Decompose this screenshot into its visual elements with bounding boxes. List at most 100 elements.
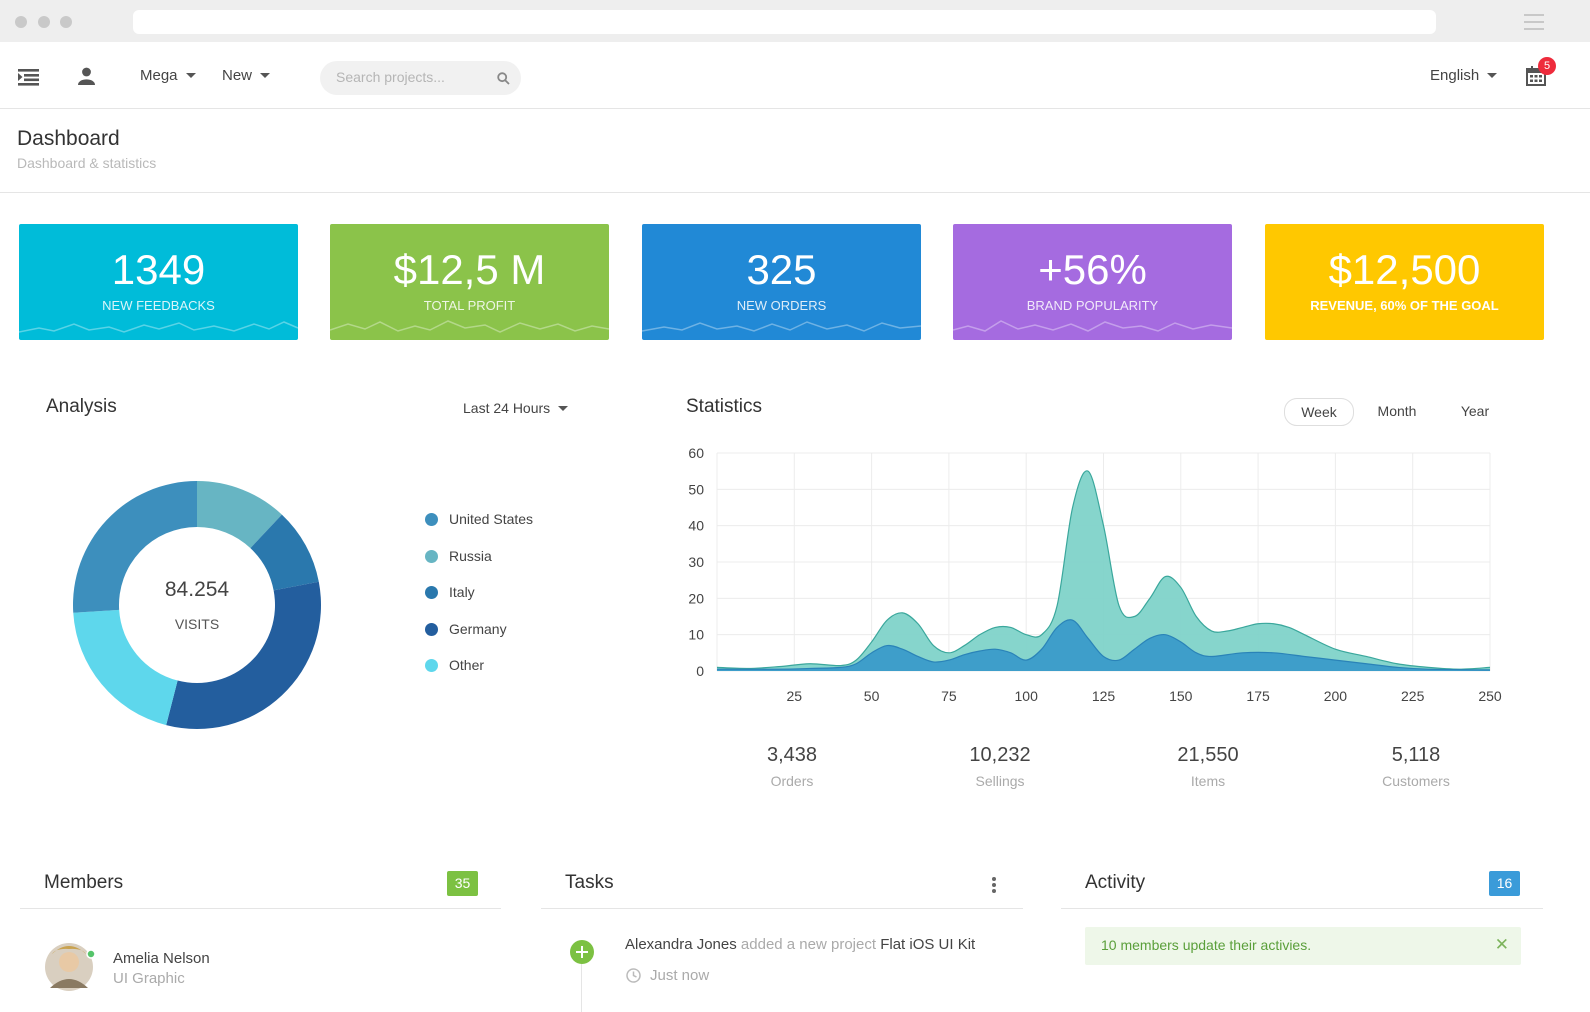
activity-title: Activity [1085, 872, 1146, 893]
y-tick-label: 0 [696, 663, 704, 679]
search-box [320, 61, 521, 95]
stat-label: Revenue, 60% of the goal [1310, 298, 1499, 313]
x-tick-label: 175 [1246, 688, 1270, 704]
close-icon[interactable]: ✕ [1494, 935, 1509, 954]
y-tick-label: 10 [688, 627, 704, 643]
mega-menu-label: Mega [140, 67, 178, 84]
page-header: Dashboard Dashboard & statistics [0, 109, 1590, 193]
new-menu-dropdown[interactable]: New [222, 67, 271, 84]
x-tick-label: 125 [1092, 688, 1116, 704]
user-icon[interactable] [78, 67, 95, 85]
x-tick-label: 100 [1015, 688, 1039, 704]
legend-label: Italy [449, 584, 475, 600]
task-target[interactable]: Flat iOS UI Kit [880, 936, 976, 953]
sidebar-toggle-icon[interactable] [18, 68, 40, 86]
legend-swatch [425, 585, 438, 599]
member-list-item[interactable]: Amelia Nelson UI Graphic [44, 940, 210, 999]
legend-item-other[interactable]: Other [425, 657, 484, 673]
chevron-down-icon [260, 73, 271, 78]
tab-week[interactable]: Week [1284, 398, 1354, 426]
stat-value: $12,5 M [393, 246, 546, 293]
search-input[interactable] [334, 68, 488, 86]
summary-value: 3,438 [766, 744, 818, 766]
x-tick-label: 225 [1401, 688, 1425, 704]
legend-item-russia[interactable]: Russia [425, 548, 492, 564]
legend-label: Russia [449, 548, 492, 564]
sparkline [953, 320, 1232, 332]
stat-label: Total Profit [423, 298, 516, 313]
mega-menu-dropdown[interactable]: Mega [140, 67, 196, 84]
tab-year[interactable]: Year [1460, 403, 1490, 419]
donut-slice-russia[interactable] [197, 481, 282, 549]
avatar [45, 943, 96, 991]
summary-sellings: 10,232 Sellings [930, 744, 1070, 789]
donut-slice-italy[interactable] [250, 514, 319, 591]
legend-label: Other [449, 657, 485, 673]
window-minimize-dot[interactable] [38, 16, 50, 28]
browser-chrome [0, 0, 1590, 42]
stat-value: 325 [746, 246, 817, 293]
window-close-dot[interactable] [15, 16, 27, 28]
summary-label: Items [1190, 773, 1226, 789]
language-dropdown[interactable]: English [1430, 67, 1498, 84]
x-tick-label: 75 [941, 688, 957, 704]
donut-slice-united-states[interactable] [73, 481, 197, 613]
stat-value: 1349 [111, 246, 206, 293]
activity-panel-header: Activity 16 [1061, 862, 1543, 909]
donut-center-value: 84.254 [164, 578, 230, 601]
time-range-dropdown[interactable]: Last 24 Hours [463, 400, 569, 416]
sparkline [19, 321, 298, 333]
stat-card-profit[interactable]: $12,5 M Total Profit [330, 224, 609, 340]
member-name: Amelia Nelson [113, 950, 210, 967]
more-vertical-icon[interactable] [991, 876, 997, 894]
donut-slice-other[interactable] [73, 609, 178, 726]
chevron-down-icon [1487, 73, 1498, 78]
x-tick-label: 250 [1478, 688, 1502, 704]
statistics-area-chart: 0 10 20 30 40 50 60 25 50 75 100 125 150 175 200 225 250 [688, 445, 1502, 704]
donut-slice-germany[interactable] [166, 581, 321, 729]
alert-message: 10 members update their activies. [1101, 937, 1312, 953]
area-series-line-2 [716, 619, 1491, 671]
activity-alert: 10 members update their activies. ✕ [1085, 927, 1521, 965]
stat-card-revenue[interactable]: $12,500 Revenue, 60% of the goal [1265, 224, 1544, 340]
timeline-line [581, 963, 582, 1012]
statistics-title: Statistics [686, 396, 763, 417]
area-series-line-1 [716, 470, 1491, 670]
browser-menu-icon[interactable] [1524, 14, 1544, 35]
x-tick-label: 50 [864, 688, 880, 704]
legend-item-united-states[interactable]: United States [425, 511, 533, 527]
legend-item-germany[interactable]: Germany [425, 621, 507, 637]
task-time: Just now [650, 967, 710, 984]
members-title: Members [44, 872, 124, 893]
address-bar[interactable] [133, 10, 1436, 34]
stat-card-popularity[interactable]: +56% Brand Popularity [953, 224, 1232, 340]
tab-month[interactable]: Month [1377, 403, 1417, 419]
tasks-title: Tasks [565, 872, 614, 893]
summary-label: Sellings [975, 773, 1025, 789]
page-title: Dashboard [17, 127, 120, 150]
task-user[interactable]: Alexandra Jones [625, 936, 737, 953]
page-subtitle: Dashboard & statistics [17, 155, 157, 171]
add-task-icon[interactable] [569, 939, 595, 965]
summary-value: 5,118 [1391, 744, 1441, 766]
clock-icon [626, 968, 641, 983]
y-tick-label: 40 [688, 518, 704, 534]
window-zoom-dot[interactable] [60, 16, 72, 28]
chevron-down-icon [558, 405, 569, 411]
stat-card-feedbacks[interactable]: 1349 New Feedbacks [19, 224, 298, 340]
stat-card-orders[interactable]: 325 New Orders [642, 224, 921, 340]
y-tick-label: 20 [688, 590, 704, 606]
legend-swatch [425, 549, 438, 563]
search-icon[interactable] [497, 72, 510, 85]
legend-item-italy[interactable]: Italy [425, 584, 475, 600]
y-tick-label: 30 [688, 554, 704, 570]
task-entry: Alexandra Jones added a new project Flat… [625, 936, 975, 953]
legend-label: United States [449, 511, 534, 527]
task-action: added a new project [740, 936, 877, 953]
stat-label: New Orders [736, 298, 827, 313]
area-series-2 [717, 619, 1490, 671]
summary-value: 10,232 [969, 744, 1031, 766]
sparkline [330, 320, 609, 333]
notification-badge: 5 [1538, 57, 1556, 75]
summary-orders: 3,438 Orders [722, 744, 862, 789]
